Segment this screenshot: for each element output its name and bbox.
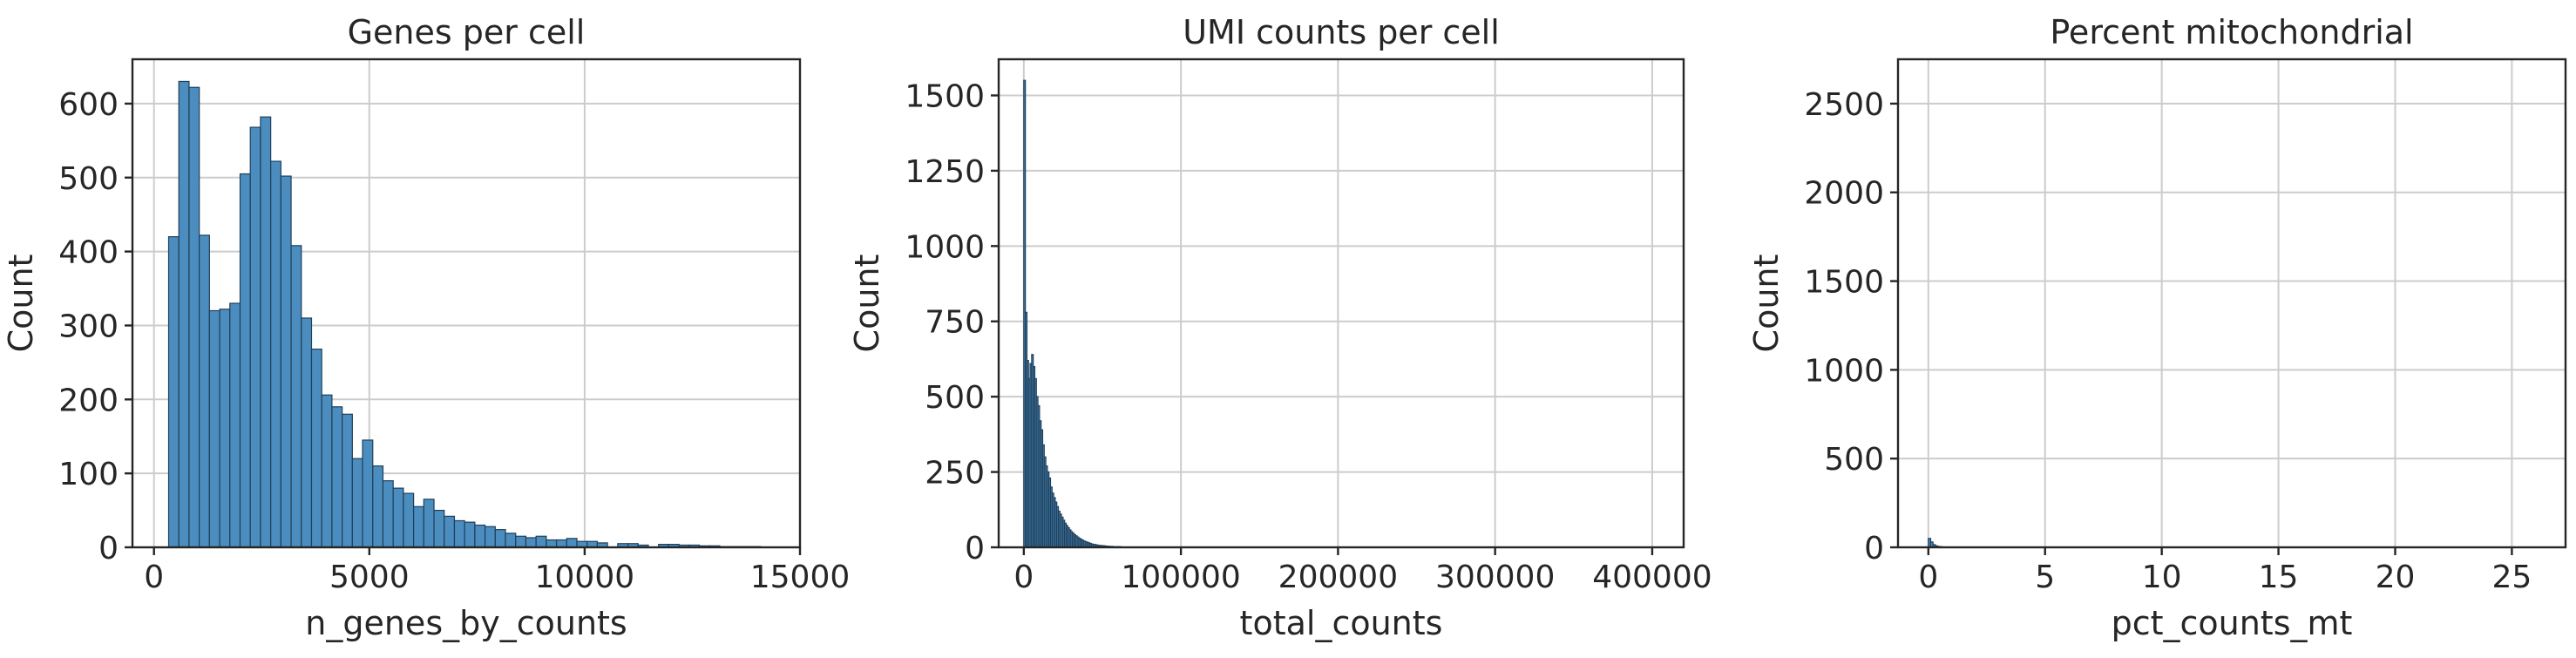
histogram-bar (310, 349, 322, 548)
chart-title: UMI counts per cell (1183, 13, 1500, 51)
histogram-bar (423, 499, 435, 548)
histogram-bar (444, 515, 456, 548)
y-tick-label: 0 (98, 531, 119, 566)
x-tick-label: 10000 (535, 560, 635, 595)
y-tick-label: 400 (58, 235, 119, 271)
y-tick-label: 1000 (1804, 353, 1884, 389)
histogram-bar (515, 535, 527, 548)
histogram-bar (546, 539, 558, 548)
histogram-bar (342, 413, 353, 548)
x-tick-label: 25 (2491, 560, 2532, 595)
histogram-bar (301, 317, 313, 548)
histogram-bar (280, 175, 292, 548)
x-tick-label: 400000 (1592, 560, 1712, 595)
plot-frame (131, 58, 802, 549)
x-tick-label: 100000 (1121, 560, 1240, 595)
y-tick-label: 500 (925, 380, 985, 416)
histogram-bar (566, 538, 578, 548)
histogram-bar (167, 236, 180, 548)
histogram-bar (188, 86, 200, 548)
histogram-bar (219, 309, 231, 548)
x-axis-label: total_counts (1240, 604, 1443, 642)
chart-title: Genes per cell (348, 13, 586, 51)
histogram-bar (555, 539, 567, 548)
histogram-bar (484, 526, 496, 548)
y-tick-label: 1000 (905, 229, 985, 265)
y-axis-label: Count (1747, 254, 1786, 353)
histogram-bar (535, 535, 547, 548)
x-axis-label: n_genes_by_counts (305, 604, 627, 642)
histogram-bar (178, 80, 190, 548)
histogram-bar (433, 509, 445, 548)
y-tick-label: 0 (965, 531, 985, 566)
chart-title: Percent mitochondrial (2050, 13, 2413, 51)
y-tick-label: 2500 (1804, 87, 1884, 123)
plot-frame (1896, 58, 2567, 549)
histogram-bar (505, 533, 517, 548)
histogram-bar (199, 234, 210, 548)
y-tick-label: 1500 (905, 78, 985, 114)
histogram-bar (208, 309, 220, 548)
y-tick-label: 0 (1864, 531, 1884, 566)
x-tick-label: 15000 (750, 560, 851, 595)
chart-percent-mitochondrial: 0 5 10 15 20 25 0 500 1000 1500 2000 2500 Percent mi… (1747, 13, 2567, 642)
histogram-bar (392, 487, 404, 548)
histogram-bar (239, 173, 251, 548)
histogram-bar (321, 394, 333, 548)
y-tick-label: 200 (58, 383, 119, 418)
histogram-bar (331, 406, 343, 548)
x-tick-label: 15 (2259, 560, 2299, 595)
y-tick-label: 300 (58, 309, 119, 344)
y-tick-label: 250 (925, 456, 985, 492)
x-tick-label: 0 (1013, 560, 1034, 595)
x-tick-label: 5000 (329, 560, 410, 595)
histogram-bar (474, 524, 486, 548)
y-tick-label: 750 (925, 305, 985, 341)
chart-genes-per-cell: 0 5000 10000 15000 0 100 200 300 400 500 600 Genes … (2, 13, 850, 642)
y-tick-label: 500 (1824, 442, 1884, 478)
histogram-bar (372, 465, 384, 548)
histogram-bar (453, 519, 465, 548)
y-tick-label: 1250 (905, 154, 985, 190)
histogram-bar (260, 116, 272, 548)
y-tick-label: 600 (58, 87, 119, 123)
histogram-bar (494, 529, 506, 548)
x-axis-label: pct_counts_mt (2112, 604, 2353, 642)
y-tick-label: 1500 (1804, 265, 1884, 301)
histogram-bar (229, 302, 241, 548)
x-tick-label: 300000 (1435, 560, 1555, 595)
x-tick-label: 0 (1918, 560, 1938, 595)
histogram-bar (525, 537, 537, 548)
histogram-bar (270, 160, 281, 548)
x-tick-label: 10 (2142, 560, 2182, 595)
histogram-bar (413, 505, 424, 548)
plot-frame (997, 58, 1685, 549)
chart-umi-counts-per-cell: 0 100000 200000 300000 400000 0 250 500 750 1000 1… (848, 13, 1712, 642)
histogram-bar (403, 492, 415, 548)
y-axis-label: Count (848, 254, 886, 353)
x-tick-label: 5 (2035, 560, 2055, 595)
histogram-bar (464, 521, 476, 548)
x-tick-label: 0 (144, 560, 164, 595)
y-tick-label: 2000 (1804, 176, 1884, 212)
histogram-bar (249, 126, 261, 548)
histogram-bar (351, 458, 363, 548)
x-tick-label: 200000 (1278, 560, 1398, 595)
histogram-bar (362, 439, 374, 548)
x-tick-label: 20 (2376, 560, 2416, 595)
y-tick-label: 100 (58, 457, 119, 492)
y-axis-label: Count (2, 254, 40, 353)
y-tick-label: 500 (58, 161, 119, 197)
histogram-bar (290, 245, 302, 548)
histogram-bar (382, 480, 394, 548)
